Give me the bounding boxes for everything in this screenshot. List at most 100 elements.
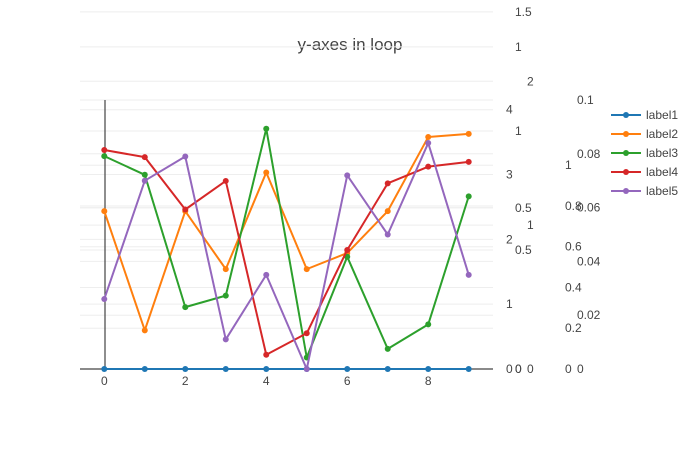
data-point-label2[interactable] xyxy=(101,208,108,215)
data-point-label5[interactable] xyxy=(425,140,432,147)
data-point-label5[interactable] xyxy=(465,271,472,278)
data-point-label4[interactable] xyxy=(263,351,270,358)
data-point-label1[interactable] xyxy=(384,366,391,372)
data-point-label5[interactable] xyxy=(384,231,391,238)
data-point-label1[interactable] xyxy=(425,366,432,372)
legend-item-label4[interactable]: label4 xyxy=(611,165,678,179)
chart-title: y-axes in loop xyxy=(298,35,403,54)
legend-label: label2 xyxy=(646,127,678,141)
y-tick-label-y6: 1 xyxy=(565,158,572,172)
data-point-label1[interactable] xyxy=(263,366,270,372)
legend-swatch-marker xyxy=(623,169,629,175)
series-lines xyxy=(101,125,472,372)
data-point-label4[interactable] xyxy=(425,163,432,170)
data-point-label1[interactable] xyxy=(141,366,148,372)
y-tick-label-y2: 1 xyxy=(515,40,522,54)
data-point-label4[interactable] xyxy=(222,177,229,184)
data-point-label4[interactable] xyxy=(465,158,472,165)
data-point-label4[interactable] xyxy=(303,330,310,337)
x-tick-label: 6 xyxy=(344,374,351,388)
legend-swatch-marker xyxy=(623,188,629,194)
y-tick-label-y5: 0.02 xyxy=(577,308,601,322)
y-tick-label-y5: 0.1 xyxy=(577,93,594,107)
y-tick-label-y6: 0.6 xyxy=(565,240,582,254)
y-tick-label-y6: 0.4 xyxy=(565,280,582,294)
series-line-label3 xyxy=(103,127,470,359)
data-point-label3[interactable] xyxy=(263,125,270,132)
data-point-label3[interactable] xyxy=(465,193,472,200)
legend-label: label5 xyxy=(646,184,678,198)
data-point-label1[interactable] xyxy=(465,366,472,372)
data-point-label4[interactable] xyxy=(182,206,189,213)
legend-label: label4 xyxy=(646,165,678,179)
data-point-label2[interactable] xyxy=(465,130,472,137)
x-tick-label: 8 xyxy=(425,374,432,388)
data-point-label5[interactable] xyxy=(101,296,108,303)
data-point-label1[interactable] xyxy=(182,366,189,372)
y-tick-label-y3: 2 xyxy=(527,74,534,88)
x-tick-label: 2 xyxy=(182,374,189,388)
data-point-label4[interactable] xyxy=(344,246,351,253)
data-point-label4[interactable] xyxy=(141,154,148,161)
y-tick-label-y2: 0.5 xyxy=(515,201,532,215)
y-tick-label-y4: 0.5 xyxy=(515,243,532,257)
data-point-label5[interactable] xyxy=(303,366,310,372)
data-point-label2[interactable] xyxy=(141,327,148,334)
y-tick-label-y4: 1.5 xyxy=(515,5,532,19)
legend-item-label3[interactable]: label3 xyxy=(611,146,678,160)
x-tick-label: 0 xyxy=(101,374,108,388)
data-point-label2[interactable] xyxy=(384,208,391,215)
axes: 0123400.511.522.5012300.511.5200.020.040… xyxy=(80,5,601,388)
x-tick-label: 4 xyxy=(263,374,270,388)
data-point-label5[interactable] xyxy=(344,172,351,179)
data-point-label5[interactable] xyxy=(263,271,270,278)
data-point-label4[interactable] xyxy=(101,146,108,153)
data-point-label1[interactable] xyxy=(222,366,229,372)
y-tick-label-y: 0 xyxy=(506,362,513,376)
y-tick-label-y5: 0.08 xyxy=(577,147,601,161)
y-tick-label-y3: 1 xyxy=(527,218,534,232)
y-tick-label-y6: 0 xyxy=(565,362,572,376)
legend-swatch-marker xyxy=(623,131,629,137)
y-tick-label-y5: 0.06 xyxy=(577,201,601,215)
legend-swatch-marker xyxy=(623,112,629,118)
y-tick-label-y4: 1 xyxy=(515,124,522,138)
data-point-label3[interactable] xyxy=(182,304,189,311)
legend[interactable]: label1 label2 label3 label4 label5 xyxy=(611,108,678,198)
data-point-label5[interactable] xyxy=(182,153,189,160)
legend-item-label2[interactable]: label2 xyxy=(611,127,678,141)
data-point-label2[interactable] xyxy=(263,169,270,176)
y-tick-label-y: 2 xyxy=(506,232,513,246)
y-tick-label-y: 1 xyxy=(506,297,513,311)
data-point-label4[interactable] xyxy=(384,180,391,187)
series-line-label4 xyxy=(104,149,469,356)
data-point-label2[interactable] xyxy=(222,266,229,273)
y-tick-label-y5: 0 xyxy=(577,362,584,376)
y-tick-label-y6: 0.2 xyxy=(565,321,582,335)
legend-swatch-marker xyxy=(623,150,629,156)
y-tick-label-y2: 0 xyxy=(515,362,522,376)
data-point-label5[interactable] xyxy=(222,336,229,343)
y-tick-label-y4: 0 xyxy=(515,362,522,376)
data-point-label3[interactable] xyxy=(141,171,148,178)
gridlines xyxy=(80,11,493,329)
data-point-label1[interactable] xyxy=(101,366,108,372)
data-point-label3[interactable] xyxy=(384,345,391,352)
data-point-label3[interactable] xyxy=(222,292,229,299)
legend-label: label3 xyxy=(646,146,678,160)
data-point-label1[interactable] xyxy=(344,366,351,372)
y-tick-label-y3: 0 xyxy=(527,362,534,376)
legend-item-label5[interactable]: label5 xyxy=(611,184,678,198)
series-line-label2 xyxy=(103,132,469,332)
data-point-label3[interactable] xyxy=(425,321,432,328)
legend-item-label1[interactable]: label1 xyxy=(611,108,678,122)
y-tick-label-y: 3 xyxy=(506,168,513,182)
y-tick-label-y: 4 xyxy=(506,103,513,117)
data-point-label2[interactable] xyxy=(425,134,432,141)
y-tick-label-y6: 0.8 xyxy=(565,199,582,213)
data-point-label2[interactable] xyxy=(303,266,310,273)
data-point-label5[interactable] xyxy=(141,177,148,184)
data-point-label3[interactable] xyxy=(101,153,108,160)
legend-label: label1 xyxy=(646,108,678,122)
